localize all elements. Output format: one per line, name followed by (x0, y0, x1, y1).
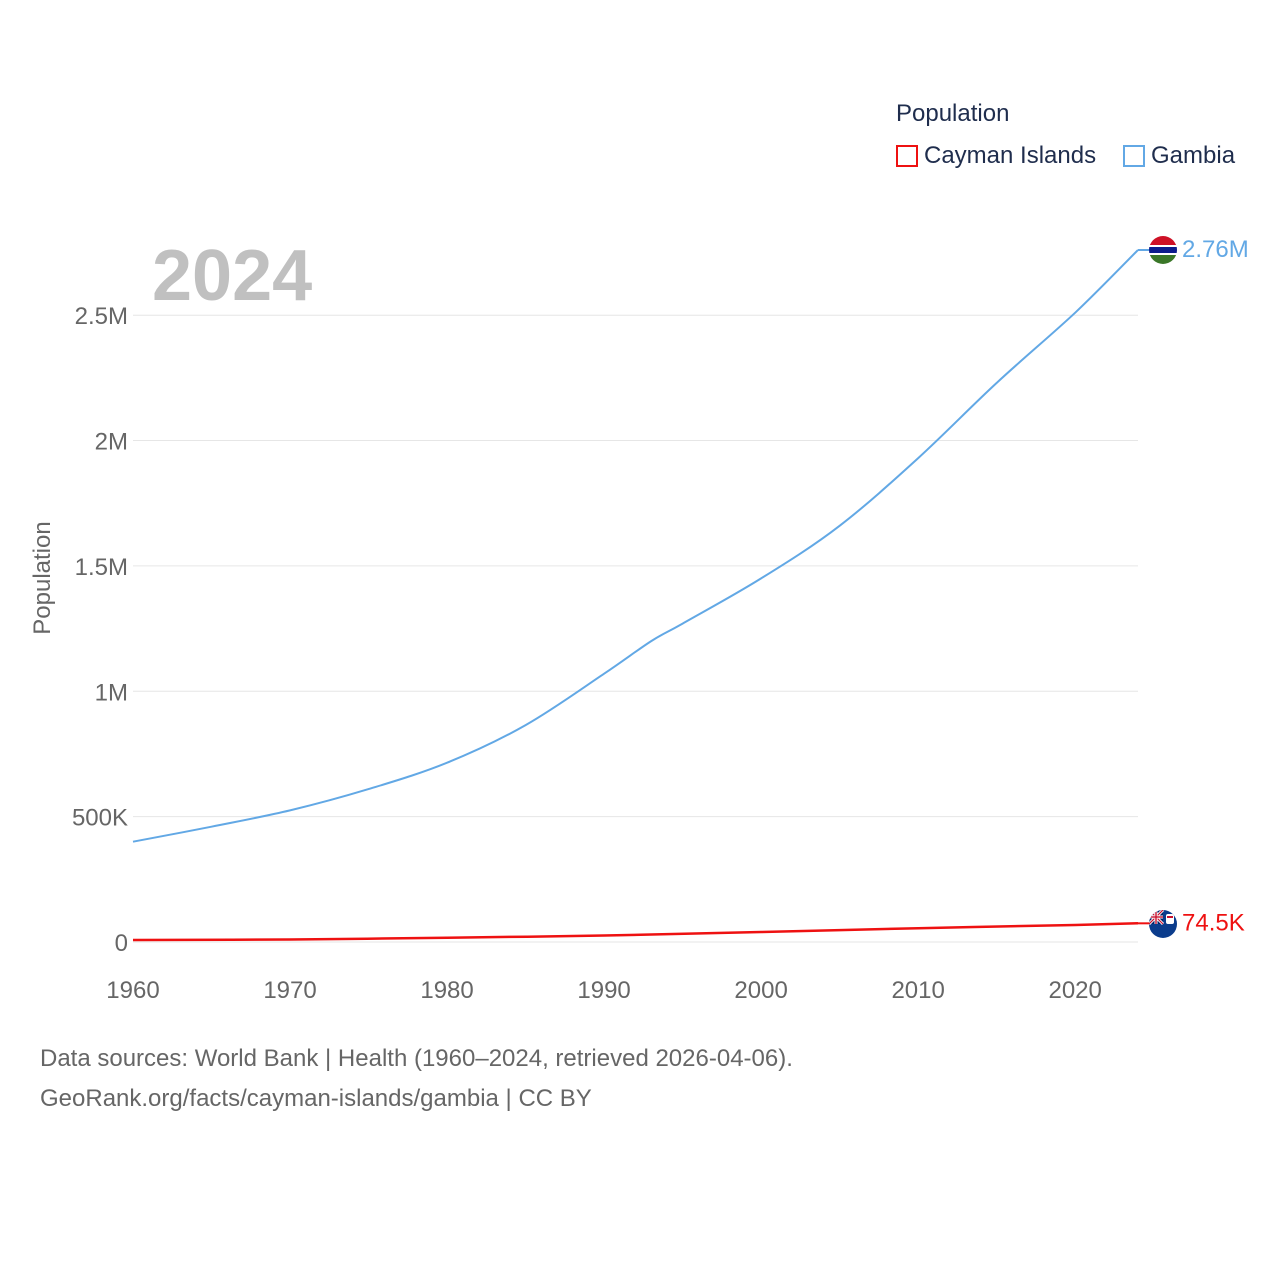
cayman-flag-icon (1149, 910, 1177, 938)
y-axis-ticks: 0 500K 1M 1.5M 2M 2.5M (72, 303, 128, 957)
y-tick-label: 1.5M (75, 554, 128, 581)
legend-swatch (896, 145, 918, 167)
x-axis-ticks: 1960 1970 1980 1990 2000 2010 2020 (106, 977, 1102, 1004)
series-line-gambia (132, 249, 1139, 843)
data-source-text: Data sources: World Bank | Health (1960–… (40, 1045, 793, 1072)
x-tick-label: 2010 (891, 977, 944, 1004)
x-tick-label: 1990 (577, 977, 630, 1004)
grid-layer (133, 314, 1138, 943)
legend-label: Gambia (1151, 142, 1236, 169)
series-layer (132, 249, 1149, 942)
series-line-cayman-islands (132, 922, 1139, 942)
x-tick-label: 1960 (106, 977, 159, 1004)
legend-label: Cayman Islands (924, 142, 1097, 169)
y-tick-label: 2M (95, 429, 128, 456)
y-tick-label: 500K (72, 805, 128, 832)
legend-title: Population (896, 100, 1010, 127)
year-label: 2024 (152, 236, 312, 316)
end-value-label-cayman-islands: 74.5K (1182, 909, 1245, 936)
y-tick-label: 0 (115, 930, 128, 957)
legend-item-gambia[interactable]: Gambia (1123, 142, 1235, 170)
end-value-label-gambia: 2.76M (1182, 236, 1249, 263)
x-tick-label: 2020 (1048, 977, 1101, 1004)
y-tick-label: 1M (95, 679, 128, 706)
x-tick-label: 1980 (420, 977, 473, 1004)
y-axis-label: Population (29, 521, 56, 634)
y-tick-label: 2.5M (75, 303, 128, 330)
end-labels: 2.76M 74.5K (1182, 236, 1249, 936)
legend-swatch (1123, 145, 1145, 167)
gambia-flag-icon (1149, 236, 1177, 264)
x-tick-label: 1970 (263, 977, 316, 1004)
x-tick-label: 2000 (734, 977, 787, 1004)
legend-item-cayman-islands[interactable]: Cayman Islands (896, 142, 1096, 170)
attribution-link[interactable]: GeoRank.org/facts/cayman-islands/gambia … (40, 1085, 592, 1112)
